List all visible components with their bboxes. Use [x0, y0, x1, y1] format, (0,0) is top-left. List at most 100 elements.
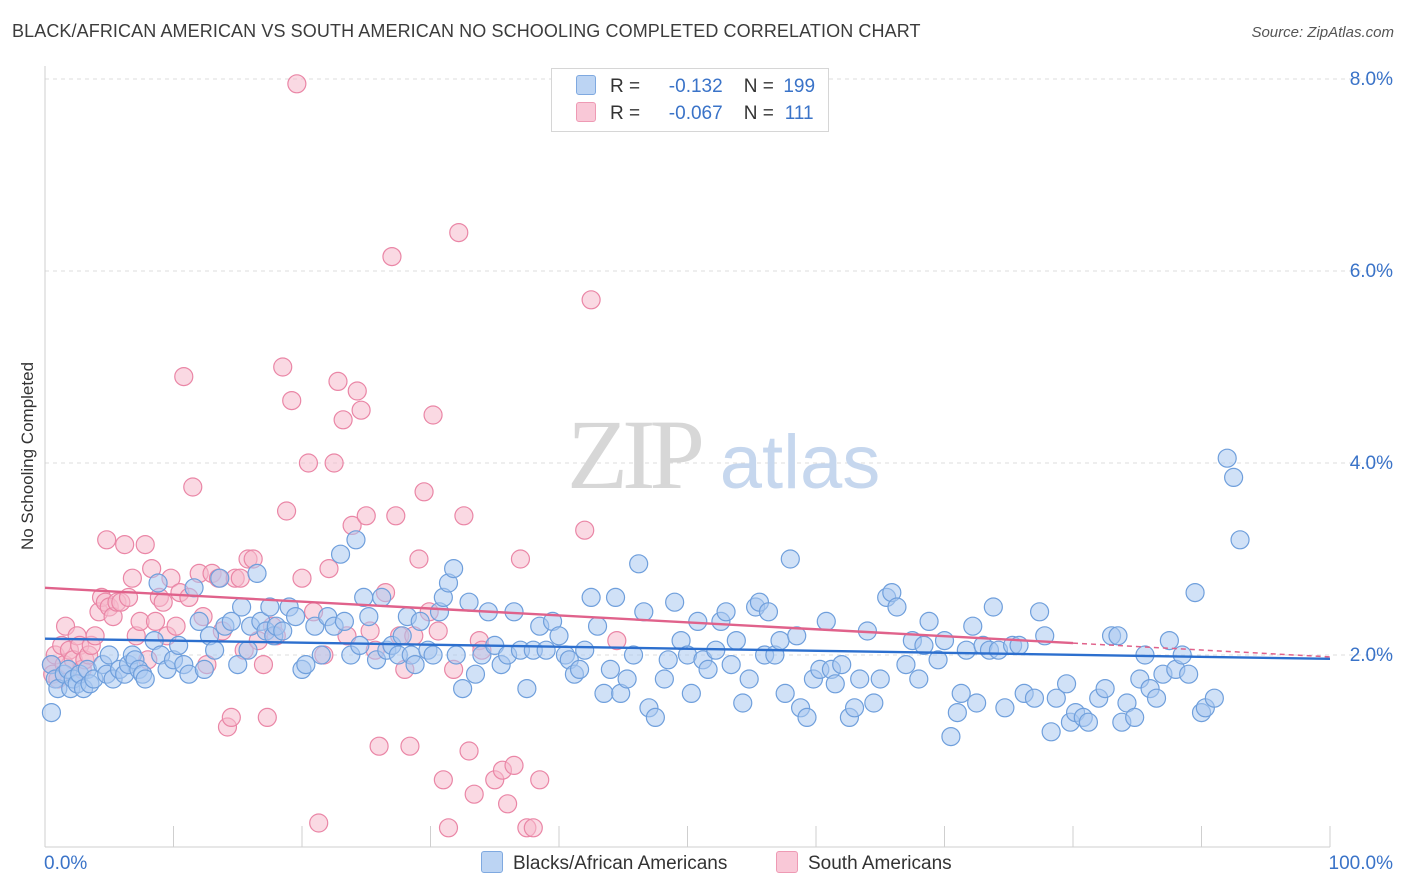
black-african-american-point-27 [148, 573, 168, 593]
black-african-american-point-43 [232, 597, 252, 617]
black-african-american-point-169 [951, 683, 971, 704]
black-african-american-point-35 [189, 611, 209, 632]
black-african-american-point-57 [305, 616, 325, 636]
y-tick-label-2: 6.0% [1350, 261, 1393, 282]
black-african-american-point-104 [569, 659, 590, 680]
black-african-american-point-130 [721, 654, 741, 675]
south-american-point-49 [221, 707, 241, 728]
black-african-american-point-25 [135, 669, 155, 689]
black-african-american-point-165 [928, 650, 948, 670]
correlation-legend: R = -0.132 N = 199 R = -0.067 N = 111 [551, 68, 829, 132]
south-american-point-106 [510, 549, 531, 569]
south-american-point-88 [409, 549, 429, 569]
south-american-point-60 [273, 357, 293, 377]
black-african-american-point-65 [350, 635, 370, 656]
south-american-point-39 [174, 367, 194, 387]
y-tick-label-0: 2.0% [1350, 645, 1393, 666]
black-african-american-point-36 [194, 659, 214, 680]
legend-swatch-pink [576, 102, 596, 122]
black-african-american-point-107 [587, 616, 608, 636]
black-african-american-point-67 [359, 606, 379, 627]
black-african-american-point-118 [654, 669, 674, 689]
black-african-american-point-38 [205, 640, 225, 660]
black-african-american-point-39 [210, 568, 230, 588]
south-american-point-63 [287, 74, 307, 94]
black-african-american-point-153 [850, 669, 870, 689]
south-american-point-67 [309, 813, 329, 833]
black-african-american-point-117 [645, 707, 665, 728]
south-american-point-24 [115, 534, 135, 555]
black-african-american-point-114 [629, 554, 649, 574]
black-african-american-point-139 [770, 630, 790, 651]
black-african-american-point-83 [444, 558, 464, 579]
black-african-american-point-113 [623, 645, 644, 665]
south-american-point-72 [333, 410, 353, 430]
legend-pink-n-value: 111 [784, 103, 814, 124]
black-african-american-point-58 [311, 645, 331, 665]
black-african-american-point-168 [947, 702, 967, 723]
black-african-american-point-44 [238, 640, 258, 660]
grid-lines [45, 78, 1392, 656]
black-african-american-point-110 [605, 587, 626, 608]
south-american-point-65 [298, 453, 319, 473]
south-american-point-15 [85, 626, 105, 646]
x-tick-label-end: 100.0% [1329, 853, 1394, 874]
south-american-points [41, 74, 627, 838]
x-tick-label-start: 0.0% [44, 853, 87, 874]
black-african-american-point-46 [247, 563, 267, 584]
south-american-point-104 [498, 794, 518, 814]
trend-lines [44, 586, 1331, 661]
black-african-american-point-69 [372, 587, 392, 608]
black-african-american-point-100 [549, 626, 569, 646]
black-african-american-points [41, 448, 1250, 747]
black-african-american-point-207 [1185, 582, 1205, 603]
legend-row-blue: R = -0.132 N = 199 [576, 75, 819, 99]
black-african-american-point-86 [459, 592, 479, 612]
black-african-american-point-77 [410, 611, 430, 632]
black-african-american-point-203 [1159, 630, 1179, 651]
black-african-american-point-120 [665, 592, 685, 612]
black-african-american-point-159 [887, 597, 907, 617]
bottom-legend-label-pink: South Americans [808, 853, 952, 874]
black-african-american-point-156 [870, 669, 890, 689]
black-african-american-point-141 [780, 549, 800, 569]
black-african-american-point-131 [726, 630, 746, 651]
black-african-american-point-109 [600, 659, 621, 680]
south-american-point-41 [183, 477, 203, 497]
black-african-american-point-171 [963, 616, 983, 636]
trend-line-pink [44, 586, 1074, 645]
legend-pink-r-value: -0.067 [668, 103, 723, 124]
black-african-american-point-181 [1024, 688, 1045, 708]
black-african-american-point-106 [581, 587, 601, 608]
black-african-american-point-34 [184, 578, 204, 598]
legend-blue-r-label: R = [610, 76, 641, 97]
south-american-point-37 [166, 616, 186, 636]
south-american-point-94 [438, 818, 459, 838]
south-american-point-92 [428, 621, 448, 641]
black-african-american-point-41 [221, 611, 241, 632]
black-african-american-point-170 [956, 640, 976, 660]
source-credit: Source: ZipAtlas.com [1251, 24, 1394, 41]
black-african-american-point-0 [41, 702, 62, 723]
black-african-american-point-126 [698, 659, 718, 680]
black-african-american-point-95 [517, 678, 537, 699]
black-african-american-point-206 [1179, 664, 1199, 684]
black-african-american-point-194 [1108, 626, 1128, 646]
black-african-american-point-31 [169, 635, 189, 656]
south-american-point-109 [530, 770, 550, 790]
black-african-american-point-152 [844, 698, 865, 718]
black-african-american-point-144 [797, 707, 817, 728]
black-african-american-point-140 [775, 683, 795, 704]
black-african-american-point-211 [1217, 448, 1237, 468]
trend-line-blue [44, 637, 1331, 661]
bottom-legend-pink: South Americans [776, 851, 952, 875]
black-african-american-point-160 [896, 654, 916, 675]
south-american-point-86 [400, 736, 420, 756]
y-tick-label-1: 4.0% [1350, 453, 1393, 474]
south-american-point-32 [145, 611, 166, 632]
bottom-legend-swatch-blue [481, 851, 503, 873]
black-african-american-point-84 [446, 645, 466, 665]
watermark-zip: ZIP [567, 399, 701, 510]
legend-pink-r-label: R = [610, 103, 641, 124]
